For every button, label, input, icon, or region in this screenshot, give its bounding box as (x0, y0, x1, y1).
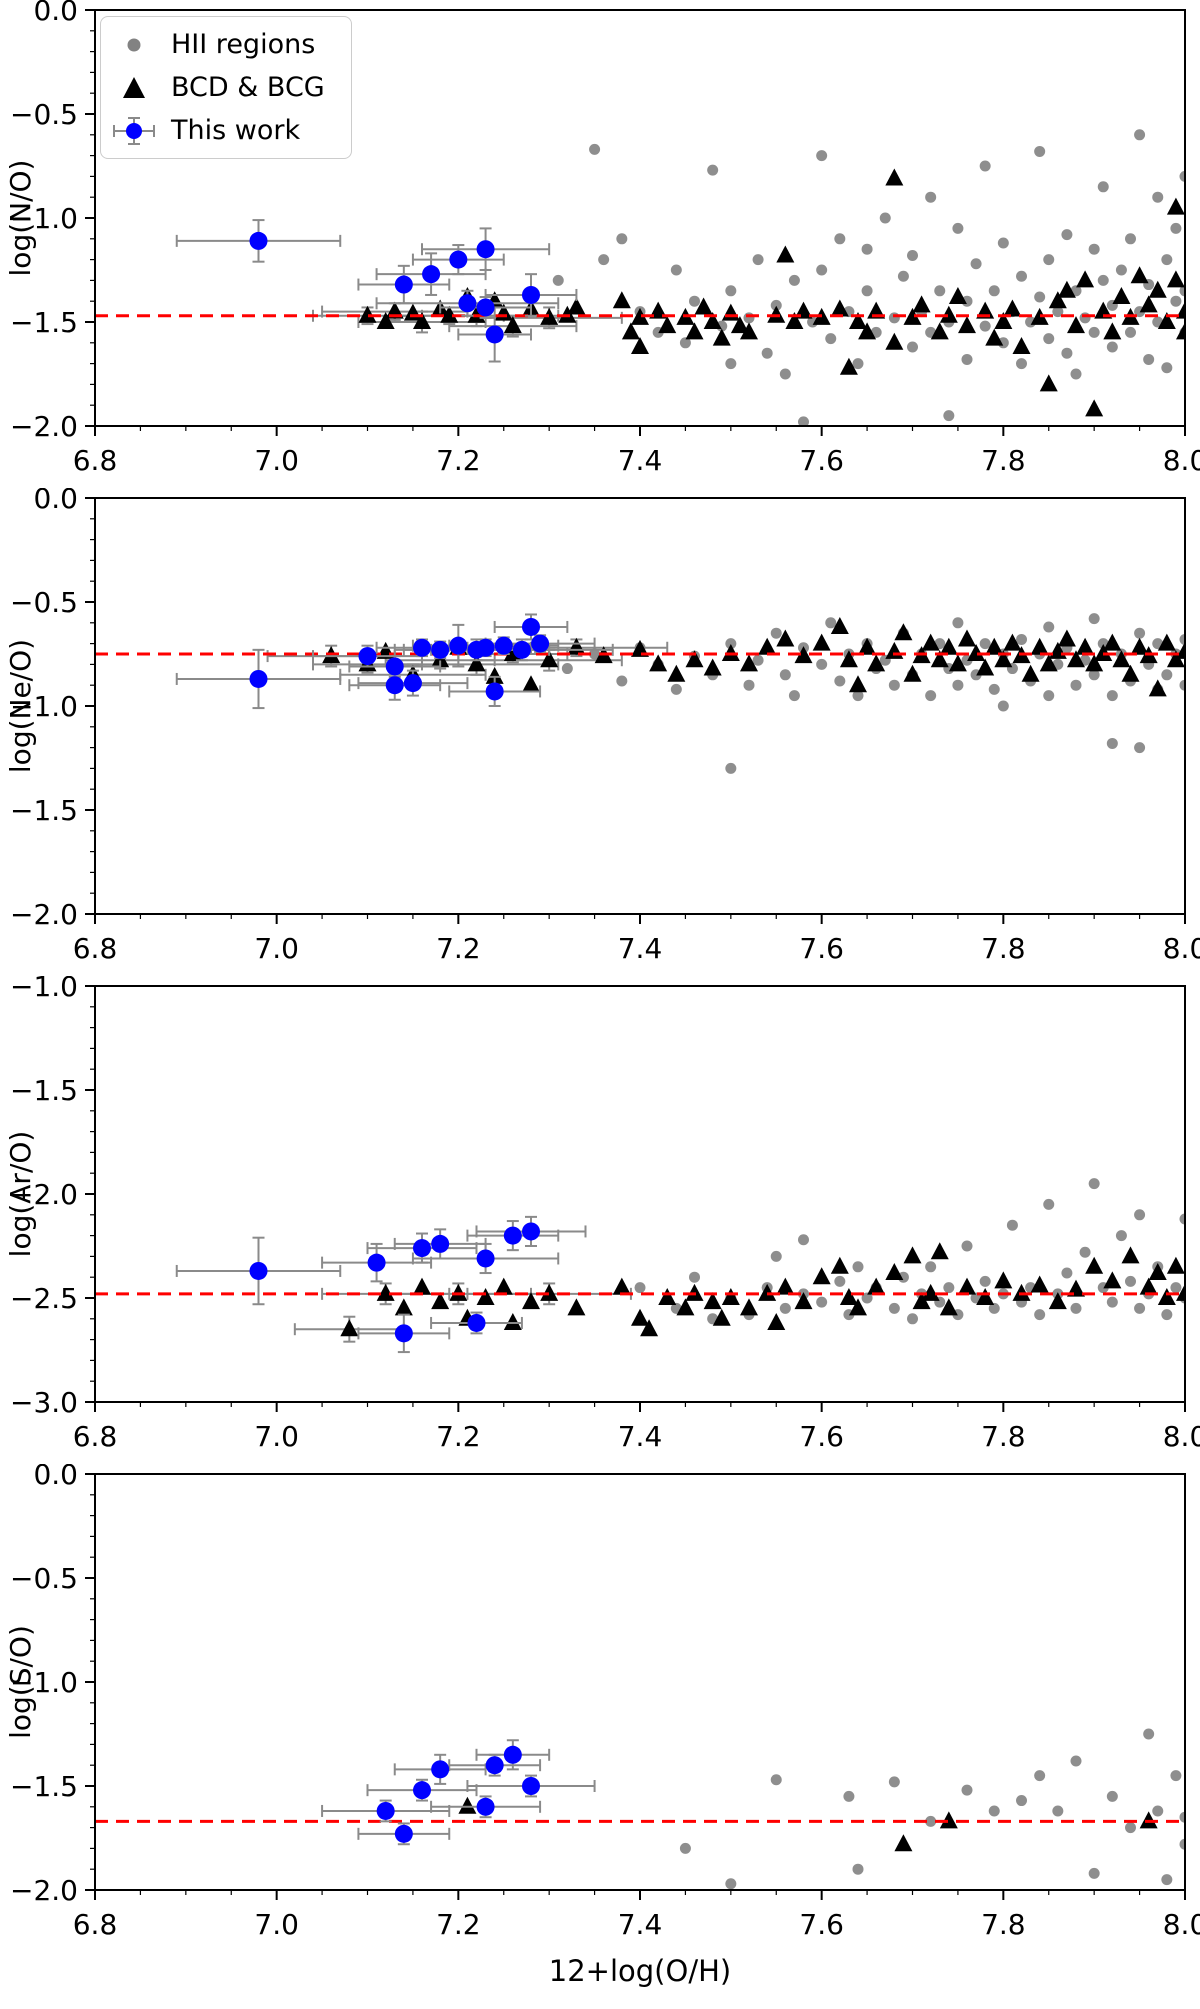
svg-text:8.0: 8.0 (1163, 1420, 1200, 1453)
chart-log-no: 6.8 7.0 7.2 7.4 7.6 7.8 8.0 0.0 −0.5 −1.0 −1.5 −2.0… (4, 0, 1200, 477)
legend-label-bcd-bcg: BCD & BCG (171, 72, 325, 104)
svg-text:6.8: 6.8 (73, 932, 118, 965)
chart-log-so: 6.8 7.0 7.2 7.4 7.6 7.8 8.0 0.0 −0.5 −1.0 −1.5 −2.0… (4, 1464, 1200, 1941)
chart-log-neo: 6.8 7.0 7.2 7.4 7.6 7.8 8.0 0.0 −0.5 −1.0 −1.5 −2.0… (4, 488, 1200, 965)
chart-log-aro: 6.8 7.0 7.2 7.4 7.6 7.8 8.0 −1.0 −1.5 −2.0 −2.5 −3.… (4, 976, 1200, 1453)
hii-series (679, 1728, 1185, 1890)
svg-text:7.6: 7.6 (799, 1420, 844, 1453)
svg-text:−2.0: −2.0 (10, 1178, 78, 1211)
bcd-bcg-marker-icon (123, 76, 145, 98)
svg-text:7.2: 7.2 (436, 1908, 481, 1941)
plot-frame (94, 1473, 1186, 1891)
legend-label-hii-regions: HII regions (171, 29, 316, 60)
svg-text:7.4: 7.4 (618, 444, 663, 477)
bcd-series (358, 168, 1185, 417)
x-axis-ticks: 6.8 7.0 7.2 7.4 7.6 7.8 8.0 (73, 426, 1200, 477)
legend-item-this-work: This work (111, 111, 325, 150)
svg-text:8.0: 8.0 (1163, 444, 1200, 477)
hii-series (552, 129, 1185, 426)
x-axis-ticks: 6.8 7.0 7.2 7.4 7.6 7.8 8.0 (73, 914, 1200, 965)
plot-frame (94, 497, 1186, 915)
svg-text:7.6: 7.6 (799, 1908, 844, 1941)
svg-text:−1.5: −1.5 (10, 794, 78, 827)
svg-text:−1.5: −1.5 (10, 1770, 78, 1803)
legend-item-hii-regions: HII regions (111, 25, 325, 64)
plot-frame (94, 985, 1186, 1403)
svg-text:8.0: 8.0 (1163, 932, 1200, 965)
panel-log-neo: 6.8 7.0 7.2 7.4 7.6 7.8 8.0 0.0 −0.5 −1.0 −1.5 −2.0… (0, 488, 1200, 976)
plot-frame (94, 9, 1186, 427)
hii-series (561, 613, 1185, 774)
svg-text:7.0: 7.0 (254, 932, 299, 965)
legend-item-bcd-bcg: BCD & BCG (111, 68, 325, 107)
panel-log-aro: 6.8 7.0 7.2 7.4 7.6 7.8 8.0 −1.0 −1.5 −2.0 −2.5 −3.… (0, 976, 1200, 1464)
panel-log-no: 6.8 7.0 7.2 7.4 7.6 7.8 8.0 0.0 −0.5 −1.0 −1.5 −2.0… (0, 0, 1200, 488)
y-axis-label: log(S/O) (4, 1625, 37, 1739)
y-axis-label: log(Ne/O) (4, 639, 37, 773)
svg-text:−2.0: −2.0 (10, 1874, 78, 1907)
bcd-series (340, 1242, 1185, 1337)
svg-text:7.8: 7.8 (981, 444, 1026, 477)
svg-text:−1.0: −1.0 (10, 690, 78, 723)
svg-text:7.2: 7.2 (436, 1420, 481, 1453)
svg-text:0.0: 0.0 (33, 488, 78, 515)
svg-text:−0.5: −0.5 (10, 98, 78, 131)
svg-text:7.8: 7.8 (981, 1908, 1026, 1941)
svg-text:7.4: 7.4 (618, 1420, 663, 1453)
legend: HII regions BCD & BCG This work (100, 16, 352, 160)
svg-text:6.8: 6.8 (73, 1420, 118, 1453)
svg-text:6.8: 6.8 (73, 444, 118, 477)
bcd-series (458, 1796, 1158, 1852)
y-axis-ticks: 0.0 −0.5 −1.0 −1.5 −2.0 (10, 488, 95, 931)
x-axis-ticks: 6.8 7.0 7.2 7.4 7.6 7.8 8.0 (73, 1402, 1200, 1453)
svg-text:−1.0: −1.0 (10, 976, 78, 1003)
svg-text:7.6: 7.6 (799, 932, 844, 965)
this-work-marker-icon (113, 116, 155, 145)
svg-text:7.4: 7.4 (618, 1908, 663, 1941)
svg-text:7.2: 7.2 (436, 932, 481, 965)
svg-text:7.0: 7.0 (254, 1420, 299, 1453)
svg-text:−0.5: −0.5 (10, 1562, 78, 1595)
svg-text:−0.5: −0.5 (10, 586, 78, 619)
this-work-series (376, 1745, 540, 1843)
y-axis-ticks: 0.0 −0.5 −1.0 −1.5 −2.0 (10, 1464, 95, 1907)
svg-text:0.0: 0.0 (33, 1464, 78, 1491)
y-axis-ticks: −1.0 −1.5 −2.0 −2.5 −3.0 (10, 976, 95, 1419)
svg-text:−1.0: −1.0 (10, 1666, 78, 1699)
svg-text:7.0: 7.0 (254, 444, 299, 477)
svg-text:7.4: 7.4 (618, 932, 663, 965)
svg-text:7.2: 7.2 (436, 444, 481, 477)
svg-text:−3.0: −3.0 (10, 1386, 78, 1419)
y-axis-ticks: 0.0 −0.5 −1.0 −1.5 −2.0 (10, 0, 95, 443)
legend-label-this-work: This work (171, 115, 301, 147)
svg-text:7.6: 7.6 (799, 444, 844, 477)
svg-text:6.8: 6.8 (73, 1908, 118, 1941)
svg-text:7.0: 7.0 (254, 1908, 299, 1941)
this-work-series (249, 231, 540, 344)
svg-text:−2.5: −2.5 (10, 1282, 78, 1315)
svg-text:−2.0: −2.0 (10, 898, 78, 931)
x-axis-label: 12+log(O/H) (548, 1954, 732, 1988)
svg-text:−2.0: −2.0 (10, 410, 78, 443)
x-axis-ticks: 6.8 7.0 7.2 7.4 7.6 7.8 8.0 (73, 1890, 1200, 1941)
y-axis-label: log(N/O) (4, 160, 37, 277)
y-axis-label: log(Ar/O) (4, 1131, 37, 1258)
svg-text:−1.5: −1.5 (10, 1074, 78, 1107)
svg-text:7.8: 7.8 (981, 932, 1026, 965)
svg-text:−1.0: −1.0 (10, 202, 78, 235)
panel-log-so: 6.8 7.0 7.2 7.4 7.6 7.8 8.0 0.0 −0.5 −1.0 −1.5 −2.0… (0, 1464, 1200, 1952)
svg-text:8.0: 8.0 (1163, 1908, 1200, 1941)
svg-text:−1.5: −1.5 (10, 306, 78, 339)
this-work-series (249, 1222, 540, 1343)
hii-regions-marker-icon (127, 38, 141, 52)
svg-text:0.0: 0.0 (33, 0, 78, 27)
this-work-series (249, 617, 550, 701)
svg-text:7.8: 7.8 (981, 1420, 1026, 1453)
